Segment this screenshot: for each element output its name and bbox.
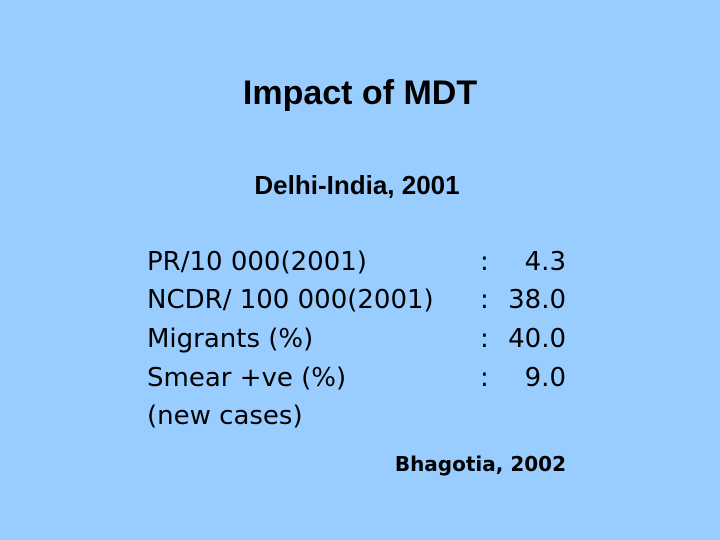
row-label: PR/10 000(2001) bbox=[147, 247, 367, 277]
slide-title: Impact of MDT bbox=[242, 74, 478, 112]
row-colon: : bbox=[480, 285, 489, 315]
slide-subtitle: Delhi-India, 2001 bbox=[254, 170, 460, 200]
row-colon: : bbox=[480, 324, 489, 354]
row-value: 4.3 bbox=[524, 247, 566, 277]
row-label: Migrants (%) bbox=[147, 324, 314, 354]
source-note: Bhagotia, 2002 bbox=[394, 452, 566, 476]
row-label: NCDR/ 100 000(2001) bbox=[147, 285, 434, 315]
row-sublabel: (new cases) bbox=[147, 401, 303, 431]
row-value: 40.0 bbox=[508, 324, 566, 354]
row-label: Smear +ve (%) bbox=[147, 363, 347, 393]
row-value: 38.0 bbox=[508, 285, 566, 315]
row-colon: : bbox=[480, 247, 489, 277]
row-colon: : bbox=[480, 363, 489, 393]
row-value: 9.0 bbox=[524, 363, 566, 393]
